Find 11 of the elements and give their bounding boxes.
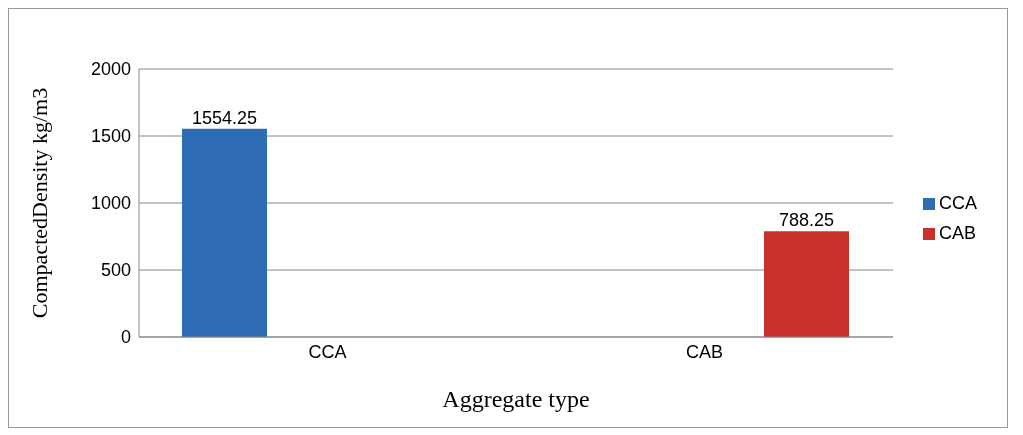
legend-label: CCA (938, 193, 977, 213)
y-tick-label: 500 (100, 260, 131, 281)
y-tick-label: 1500 (90, 126, 131, 147)
data-label: 1554.25 (191, 107, 258, 128)
y-tick-label: 1000 (90, 193, 131, 214)
data-label: 788.25 (778, 210, 835, 231)
y-tick-label: 0 (120, 327, 131, 348)
y-axis-title: CompactedDensity kg/m3 (26, 87, 52, 319)
y-tick-label: 2000 (90, 59, 131, 80)
x-axis-title: Aggregate type (442, 386, 590, 412)
legend-label: CAB (938, 223, 976, 243)
